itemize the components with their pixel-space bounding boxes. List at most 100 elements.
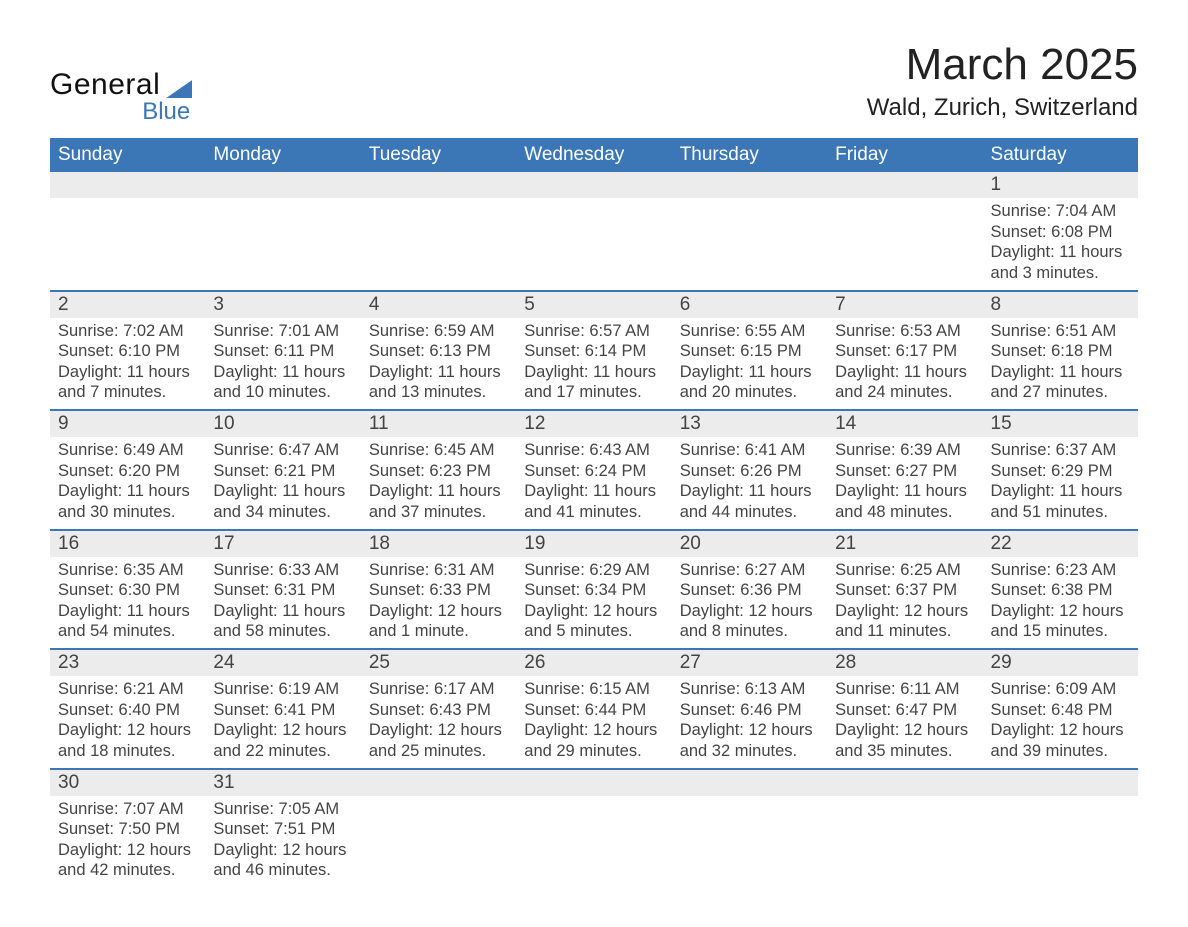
day-number-cell: 17 xyxy=(205,530,360,557)
sunrise-text: Sunrise: 6:55 AM xyxy=(680,321,819,342)
day-body-cell: Sunrise: 7:01 AMSunset: 6:11 PMDaylight:… xyxy=(205,318,360,411)
weekday-header: Saturday xyxy=(983,138,1138,172)
sunset-text: Sunset: 6:33 PM xyxy=(369,580,508,601)
sunrise-text: Sunrise: 7:01 AM xyxy=(213,321,352,342)
logo-triangle-icon xyxy=(166,80,192,98)
daylight-text: Daylight: 12 hours and 11 minutes. xyxy=(835,601,974,642)
day-number-cell: 1 xyxy=(983,172,1138,198)
day-number-cell: 11 xyxy=(361,410,516,437)
day-body-row: Sunrise: 7:02 AMSunset: 6:10 PMDaylight:… xyxy=(50,318,1138,411)
sunrise-text: Sunrise: 6:19 AM xyxy=(213,679,352,700)
day-number-row: 2345678 xyxy=(50,291,1138,318)
day-body-cell: Sunrise: 6:17 AMSunset: 6:43 PMDaylight:… xyxy=(361,676,516,769)
sunrise-text: Sunrise: 6:39 AM xyxy=(835,440,974,461)
sunset-text: Sunset: 6:46 PM xyxy=(680,700,819,721)
header: General Blue March 2025 Wald, Zurich, Sw… xyxy=(50,40,1138,126)
sunrise-text: Sunrise: 6:09 AM xyxy=(991,679,1130,700)
day-body-cell: Sunrise: 7:04 AMSunset: 6:08 PMDaylight:… xyxy=(983,198,1138,291)
day-body-cell: Sunrise: 7:02 AMSunset: 6:10 PMDaylight:… xyxy=(50,318,205,411)
day-body-cell: Sunrise: 6:35 AMSunset: 6:30 PMDaylight:… xyxy=(50,557,205,650)
sunrise-text: Sunrise: 6:51 AM xyxy=(991,321,1130,342)
day-number-cell: 4 xyxy=(361,291,516,318)
daylight-text: Daylight: 11 hours and 17 minutes. xyxy=(524,362,663,403)
day-number-cell: 25 xyxy=(361,649,516,676)
day-number-cell: 21 xyxy=(827,530,982,557)
sunrise-text: Sunrise: 6:31 AM xyxy=(369,560,508,581)
day-body-cell xyxy=(672,796,827,888)
day-body-cell xyxy=(50,198,205,291)
daylight-text: Daylight: 11 hours and 7 minutes. xyxy=(58,362,197,403)
sunrise-text: Sunrise: 7:05 AM xyxy=(213,799,352,820)
day-body-cell xyxy=(672,198,827,291)
daylight-text: Daylight: 12 hours and 29 minutes. xyxy=(524,720,663,761)
weekday-header: Sunday xyxy=(50,138,205,172)
sunset-text: Sunset: 6:08 PM xyxy=(991,222,1130,243)
location: Wald, Zurich, Switzerland xyxy=(867,94,1138,122)
day-number-cell: 29 xyxy=(983,649,1138,676)
sunrise-text: Sunrise: 7:07 AM xyxy=(58,799,197,820)
day-body-cell: Sunrise: 6:39 AMSunset: 6:27 PMDaylight:… xyxy=(827,437,982,530)
day-body-cell: Sunrise: 6:43 AMSunset: 6:24 PMDaylight:… xyxy=(516,437,671,530)
sunrise-text: Sunrise: 6:23 AM xyxy=(991,560,1130,581)
daylight-text: Daylight: 11 hours and 27 minutes. xyxy=(991,362,1130,403)
day-body-cell: Sunrise: 6:37 AMSunset: 6:29 PMDaylight:… xyxy=(983,437,1138,530)
day-number-cell xyxy=(672,172,827,198)
sunrise-text: Sunrise: 6:57 AM xyxy=(524,321,663,342)
weekday-header-row: SundayMondayTuesdayWednesdayThursdayFrid… xyxy=(50,138,1138,172)
day-body-row: Sunrise: 7:07 AMSunset: 7:50 PM Daylight:… xyxy=(50,796,1138,888)
day-number-cell: 15 xyxy=(983,410,1138,437)
weekday-header: Tuesday xyxy=(361,138,516,172)
daylight-text: Daylight: 11 hours and 20 minutes. xyxy=(680,362,819,403)
day-body-row: Sunrise: 6:49 AMSunset: 6:20 PMDaylight:… xyxy=(50,437,1138,530)
day-number-cell: 16 xyxy=(50,530,205,557)
day-number-row: 9101112131415 xyxy=(50,410,1138,437)
day-body-cell: Sunrise: 6:11 AMSunset: 6:47 PMDaylight:… xyxy=(827,676,982,769)
day-number-cell: 23 xyxy=(50,649,205,676)
day-number-cell: 18 xyxy=(361,530,516,557)
sunrise-text: Sunrise: 6:13 AM xyxy=(680,679,819,700)
day-number-row: 23242526272829 xyxy=(50,649,1138,676)
daylight-text: Daylight: 11 hours and 58 minutes. xyxy=(213,601,352,642)
day-number-cell xyxy=(516,769,671,796)
day-number-cell: 6 xyxy=(672,291,827,318)
day-number-cell: 5 xyxy=(516,291,671,318)
sunrise-text: Sunrise: 6:41 AM xyxy=(680,440,819,461)
day-body-cell: Sunrise: 6:27 AMSunset: 6:36 PMDaylight:… xyxy=(672,557,827,650)
sunset-text: Sunset: 6:21 PM xyxy=(213,461,352,482)
day-number-cell: 28 xyxy=(827,649,982,676)
sunrise-text: Sunrise: 6:27 AM xyxy=(680,560,819,581)
day-body-cell: Sunrise: 6:51 AMSunset: 6:18 PMDaylight:… xyxy=(983,318,1138,411)
daylight-text: Daylight: 12 hours and 46 minutes. xyxy=(213,840,352,881)
daylight-text: Daylight: 11 hours and 41 minutes. xyxy=(524,481,663,522)
sunrise-text: Sunrise: 7:02 AM xyxy=(58,321,197,342)
sunset-text: Sunset: 6:30 PM xyxy=(58,580,197,601)
day-body-cell: Sunrise: 6:21 AMSunset: 6:40 PMDaylight:… xyxy=(50,676,205,769)
day-body-cell: Sunrise: 6:15 AMSunset: 6:44 PMDaylight:… xyxy=(516,676,671,769)
day-body-cell: Sunrise: 6:57 AMSunset: 6:14 PMDaylight:… xyxy=(516,318,671,411)
day-number-cell xyxy=(983,769,1138,796)
sunset-text: Sunset: 7:50 PM xyxy=(58,819,197,840)
day-body-cell: Sunrise: 6:49 AMSunset: 6:20 PMDaylight:… xyxy=(50,437,205,530)
day-number-cell: 10 xyxy=(205,410,360,437)
sunset-text: Sunset: 6:20 PM xyxy=(58,461,197,482)
sunset-text: Sunset: 6:26 PM xyxy=(680,461,819,482)
sunset-text: Sunset: 7:51 PM xyxy=(213,819,352,840)
daylight-text: Daylight: 12 hours and 25 minutes. xyxy=(369,720,508,761)
day-body-cell xyxy=(361,198,516,291)
sunrise-text: Sunrise: 6:33 AM xyxy=(213,560,352,581)
sunset-text: Sunset: 6:11 PM xyxy=(213,341,352,362)
daylight-text: Daylight: 12 hours and 22 minutes. xyxy=(213,720,352,761)
logo-text-general: General xyxy=(50,68,160,102)
sunrise-text: Sunrise: 6:45 AM xyxy=(369,440,508,461)
sunset-text: Sunset: 6:34 PM xyxy=(524,580,663,601)
daylight-text: Daylight: 12 hours and 8 minutes. xyxy=(680,601,819,642)
day-body-cell xyxy=(205,198,360,291)
sunset-text: Sunset: 6:29 PM xyxy=(991,461,1130,482)
day-body-cell: Sunrise: 7:07 AMSunset: 7:50 PMDaylight:… xyxy=(50,796,205,888)
daylight-text: Daylight: 11 hours and 30 minutes. xyxy=(58,481,197,522)
daylight-text: Daylight: 11 hours and 54 minutes. xyxy=(58,601,197,642)
day-number-cell xyxy=(672,769,827,796)
daylight-text: Daylight: 12 hours and 32 minutes. xyxy=(680,720,819,761)
day-number-cell: 19 xyxy=(516,530,671,557)
month-title: March 2025 xyxy=(867,40,1138,90)
